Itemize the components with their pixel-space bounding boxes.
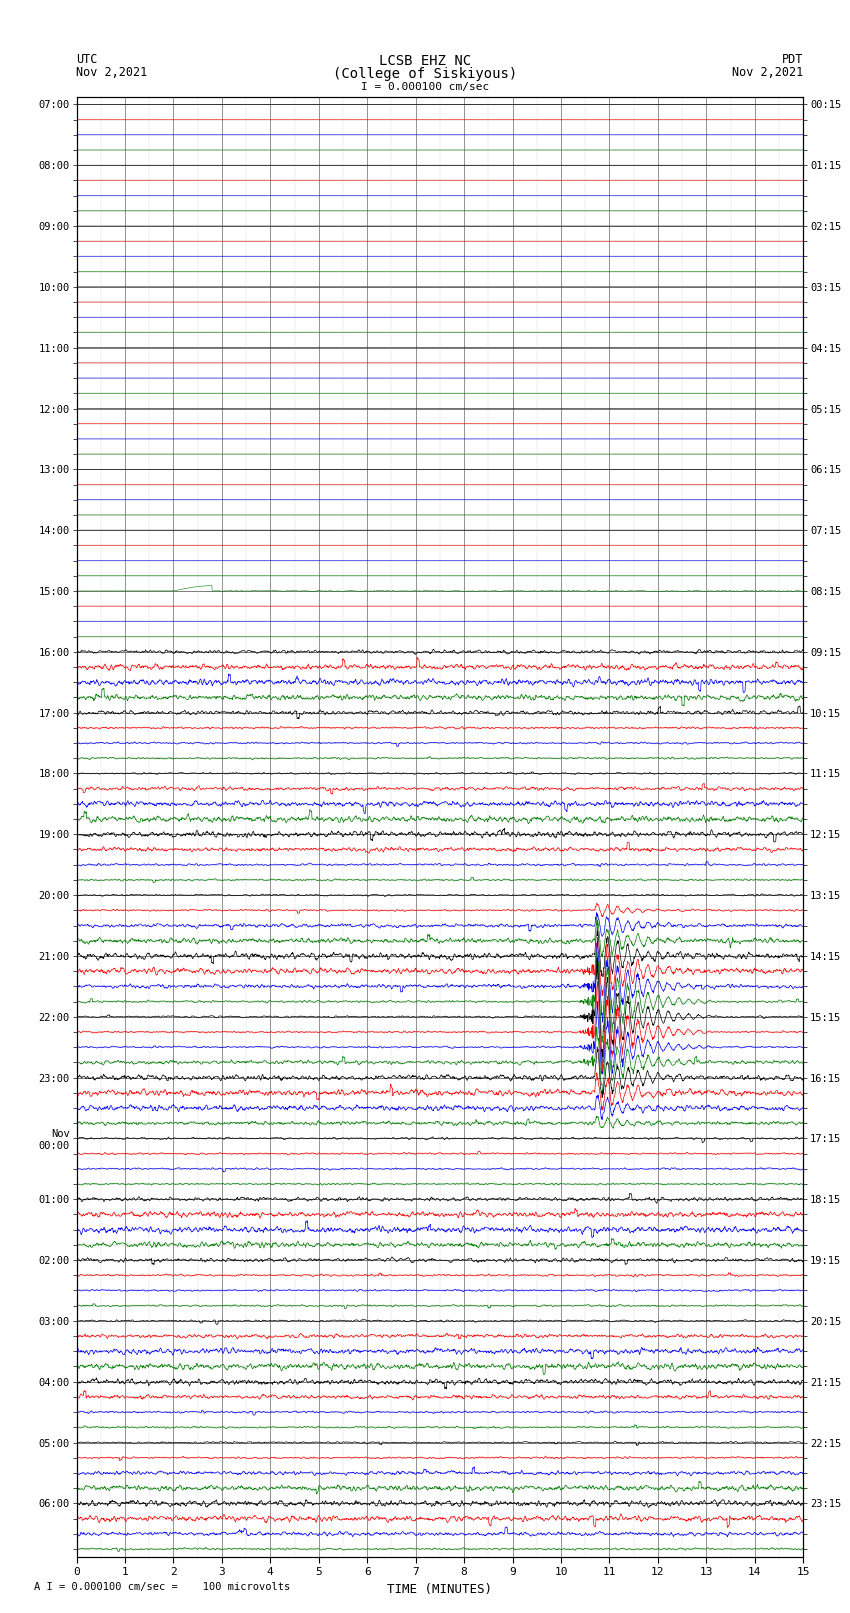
Text: A I = 0.000100 cm/sec =    100 microvolts: A I = 0.000100 cm/sec = 100 microvolts (34, 1582, 290, 1592)
Text: UTC: UTC (76, 53, 98, 66)
Text: Nov 2,2021: Nov 2,2021 (76, 66, 148, 79)
Text: LCSB EHZ NC: LCSB EHZ NC (379, 55, 471, 68)
Text: Nov 2,2021: Nov 2,2021 (732, 66, 803, 79)
X-axis label: TIME (MINUTES): TIME (MINUTES) (388, 1582, 492, 1595)
Text: PDT: PDT (782, 53, 803, 66)
Text: I = 0.000100 cm/sec: I = 0.000100 cm/sec (361, 82, 489, 92)
Text: (College of Siskiyous): (College of Siskiyous) (333, 68, 517, 81)
